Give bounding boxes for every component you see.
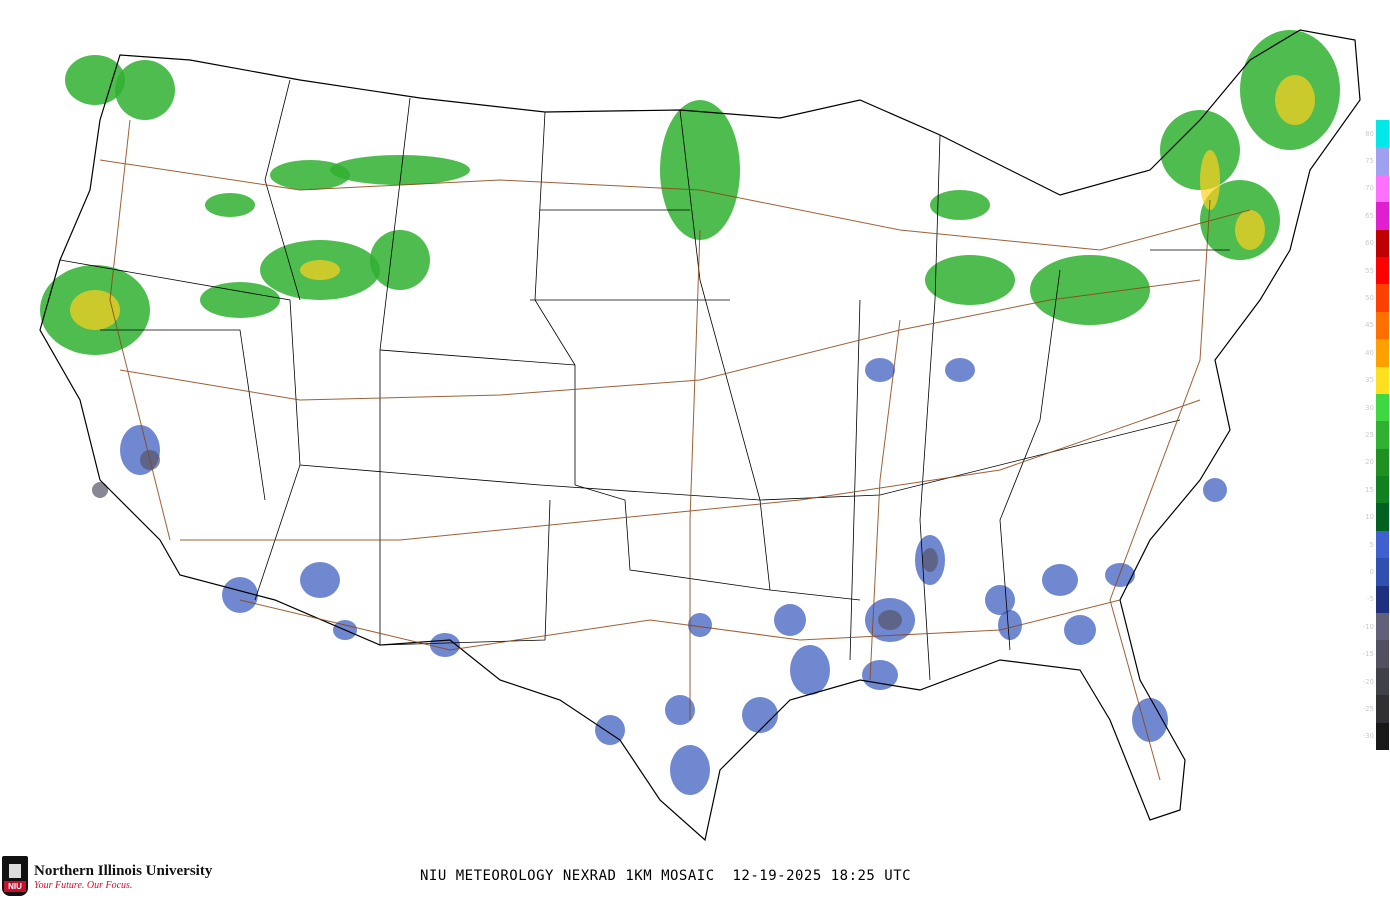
radar-echo	[1160, 110, 1240, 190]
radar-echo	[1132, 698, 1168, 742]
legend-swatch	[1376, 722, 1389, 751]
radar-echo	[370, 230, 430, 290]
logo-badge: NIU	[4, 881, 26, 892]
radar-echo	[790, 645, 830, 695]
radar-echo	[945, 358, 975, 382]
legend-swatch	[1376, 476, 1389, 504]
legend-label: 70	[1365, 184, 1374, 193]
radar-echo	[1030, 255, 1150, 325]
legend-label: 55	[1365, 266, 1374, 275]
reflectivity-color-scale: 80 75 70 65 60 55 50 45 40 35 30 25 20 15 10 5 0 -5 -10 -15…	[1363, 120, 1389, 751]
radar-echo	[865, 358, 895, 382]
legend-label: -5	[1367, 595, 1374, 604]
legend-swatch	[1376, 366, 1389, 395]
legend-swatch	[1376, 174, 1389, 203]
radar-echo	[1203, 478, 1227, 502]
legend-swatch	[1376, 120, 1389, 148]
radar-echo	[670, 745, 710, 795]
legend-label: 45	[1365, 321, 1374, 330]
radar-echo	[878, 610, 902, 630]
legend-swatch	[1376, 256, 1389, 285]
radar-echo	[205, 193, 255, 217]
legend-label: -30	[1362, 732, 1374, 741]
radar-echo	[330, 155, 470, 185]
logo-tagline: Your Future. Our Focus.	[34, 880, 133, 891]
legend-swatch	[1376, 530, 1389, 559]
radar-echo	[300, 562, 340, 598]
legend-label: -10	[1362, 622, 1374, 631]
radar-echo	[774, 604, 806, 636]
legend-swatch	[1376, 667, 1389, 696]
radar-echo	[688, 613, 712, 637]
legend-label: 75	[1365, 157, 1374, 166]
radar-echo	[925, 255, 1015, 305]
legend-label: 65	[1365, 211, 1374, 220]
radar-echo	[1105, 563, 1135, 587]
map-title: NIU METEOROLOGY NEXRAD 1KM MOSAIC 12-19-…	[420, 868, 912, 884]
radar-echo	[1064, 615, 1096, 645]
radar-echo	[742, 697, 778, 733]
legend-swatch	[1376, 695, 1389, 724]
radar-echo	[222, 577, 258, 613]
niu-shield-icon: NIU	[2, 856, 28, 896]
legend-label: 5	[1369, 540, 1374, 549]
legend-label: -20	[1362, 677, 1374, 686]
legend-swatch	[1376, 613, 1389, 641]
radar-echo	[930, 190, 990, 220]
radar-echo	[70, 290, 120, 330]
legend-label: -15	[1362, 650, 1374, 659]
legend-label: 25	[1365, 431, 1374, 439]
legend-swatch	[1376, 503, 1389, 532]
radar-echo	[200, 282, 280, 318]
legend-label: 0	[1369, 567, 1374, 576]
legend-label: 40	[1365, 348, 1374, 357]
logo-name: Northern Illinois University	[34, 863, 213, 879]
legend-swatch	[1376, 229, 1389, 258]
radar-echo	[665, 695, 695, 725]
radar-echo	[115, 60, 175, 120]
niu-logo: NIU Northern Illinois University Your Fu…	[2, 856, 242, 898]
radar-echo	[1275, 75, 1315, 125]
legend-label: 15	[1365, 485, 1374, 494]
radar-echo	[65, 55, 125, 105]
radar-echoes	[40, 30, 1340, 795]
legend-label: 80	[1365, 129, 1374, 138]
legend-swatch	[1376, 640, 1389, 669]
radar-echo	[1200, 150, 1220, 210]
radar-echo	[660, 100, 740, 240]
legend-swatch	[1376, 558, 1389, 587]
radar-echo	[985, 585, 1015, 615]
legend-label: 20	[1365, 458, 1374, 467]
legend-swatch	[1376, 421, 1389, 450]
radar-echo	[92, 482, 108, 498]
legend-swatch	[1376, 284, 1389, 313]
radar-echo	[430, 633, 460, 657]
state-borders	[59, 79, 1230, 681]
legend-label: 35	[1365, 376, 1374, 385]
legend-swatch	[1376, 585, 1389, 614]
radar-echo	[922, 548, 938, 572]
radar-echo	[270, 160, 350, 190]
legend-swatch	[1376, 147, 1389, 176]
legend-label: 10	[1365, 513, 1374, 522]
legend-label: 50	[1365, 294, 1374, 303]
legend-label: -25	[1362, 704, 1374, 713]
legend-swatch	[1376, 393, 1389, 422]
legend-swatch	[1376, 448, 1389, 477]
radar-echo	[1042, 564, 1078, 596]
radar-echo	[595, 715, 625, 745]
legend-swatch	[1376, 311, 1389, 340]
legend-swatch	[1376, 339, 1389, 368]
interstate-highways	[99, 119, 1251, 781]
radar-echo	[300, 260, 340, 280]
us-outline	[39, 29, 1361, 842]
legend-swatch	[1376, 202, 1389, 231]
radar-echo	[1235, 210, 1265, 250]
radar-echo	[998, 610, 1022, 640]
legend-label: 30	[1365, 403, 1374, 412]
legend-label: 60	[1365, 239, 1374, 248]
